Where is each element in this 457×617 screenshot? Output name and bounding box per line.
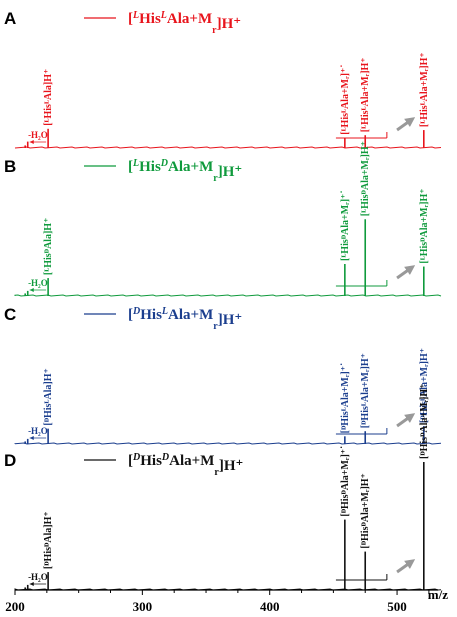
panel-letter: B [4, 157, 16, 176]
spectra-panels: A [LHisLAla+Mr]H⁺ [ᴸHisᴸAla]H⁺ [ᴸHisᴸAla+Mᵣ… [4, 9, 442, 591]
legend-label: [LHisDAla+Mr]H⁺ [128, 158, 242, 184]
peak-label: [ᴰHisᴰAla+Mᵣ]⁺˙ [340, 446, 351, 517]
x-tick-label: 400 [260, 599, 280, 614]
panel-letter: A [4, 9, 16, 28]
peak-label: [ᴸHisᴸAla]H⁺ [43, 69, 54, 126]
spectrum-panel-b: B [LHisDAla+Mr]H⁺ [ᴸHisᴰAla]H⁺ [ᴸHisᴰAla+Mᵣ… [4, 141, 442, 297]
peak-label: [ᴸHisᴸAla+Mᵣ]H⁺ [419, 52, 430, 127]
water-loss-label: -H₂O [28, 572, 48, 582]
highlight-arrow [396, 559, 416, 574]
legend-label: [DHisDAla+Mr]H⁺ [128, 452, 243, 478]
water-loss-label: -H₂O [28, 278, 48, 288]
spectrum-baseline [14, 146, 442, 149]
highlight-arrow [396, 265, 416, 280]
spectrum-baseline [14, 442, 442, 445]
peak-label: [ᴸHisᴰAla+Mᵣ]⁺˙ [340, 190, 351, 261]
x-axis-label: m/z [428, 587, 448, 602]
peak-label: [ᴸHisᴰAla+Mᵣ]H⁺ [360, 141, 371, 216]
panel-letter: C [4, 305, 16, 324]
x-axis: m/z 200 300 400 500 [5, 587, 448, 614]
legend-label: [LHisLAla+Mr]H⁺ [128, 10, 241, 36]
panel-letter: D [4, 451, 16, 470]
peak-label: [ᴸHisᴸAla+Mᵣ]H⁺ [360, 57, 371, 132]
spectrum-baseline [14, 294, 442, 297]
peak-label: [ᴰHisᴸAla+Mᵣ]H⁺ [419, 348, 430, 423]
peak-label: [ᴰHisᴰAla+Mᵣ]H⁺ [360, 473, 371, 548]
peak-label: [ᴰHisᴸAla+Mᵣ]⁺˙ [340, 363, 351, 434]
legend-label: [DHisLAla+Mr]H⁺ [128, 306, 242, 332]
x-tick-label: 200 [5, 599, 25, 614]
x-tick-label: 300 [133, 599, 153, 614]
spectrum-panel-d: D [DHisDAla+Mr]H⁺ [ᴰHisᴰAla]H⁺ [ᴰHisᴰAla+Mᵣ… [4, 384, 442, 591]
spectrum-panel-c: C [DHisLAla+Mr]H⁺ [ᴰHisᴸAla]H⁺ [ᴰHisᴸAla+Mᵣ… [4, 305, 442, 445]
x-tick-label: 500 [387, 599, 407, 614]
peak-label: [ᴰHisᴰAla+Mᵣ]H⁺ [419, 384, 430, 459]
peak-label: [ᴰHisᴰAla]H⁺ [43, 511, 54, 569]
peak-label: [ᴸHisᴰAla]H⁺ [43, 218, 54, 275]
peak-label: [ᴸHisᴸAla+Mᵣ]⁺˙ [340, 64, 351, 134]
spectrum-panel-a: A [LHisLAla+Mr]H⁺ [ᴸHisᴸAla]H⁺ [ᴸHisᴸAla+Mᵣ… [4, 9, 442, 149]
peak-label: [ᴰHisᴸAla+Mᵣ]H⁺ [360, 353, 371, 428]
water-loss-label: -H₂O [28, 426, 48, 436]
peak-label: [ᴰHisᴸAla]H⁺ [43, 368, 54, 425]
water-loss-label: -H₂O [28, 130, 48, 140]
highlight-arrow [396, 413, 416, 428]
peak-label: [ᴸHisᴰAla+Mᵣ]H⁺ [419, 188, 430, 263]
highlight-arrow [396, 117, 416, 132]
